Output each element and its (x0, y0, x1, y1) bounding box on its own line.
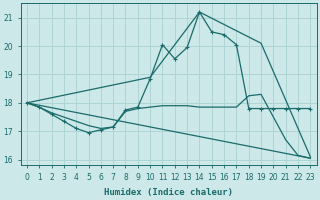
X-axis label: Humidex (Indice chaleur): Humidex (Indice chaleur) (104, 188, 233, 197)
